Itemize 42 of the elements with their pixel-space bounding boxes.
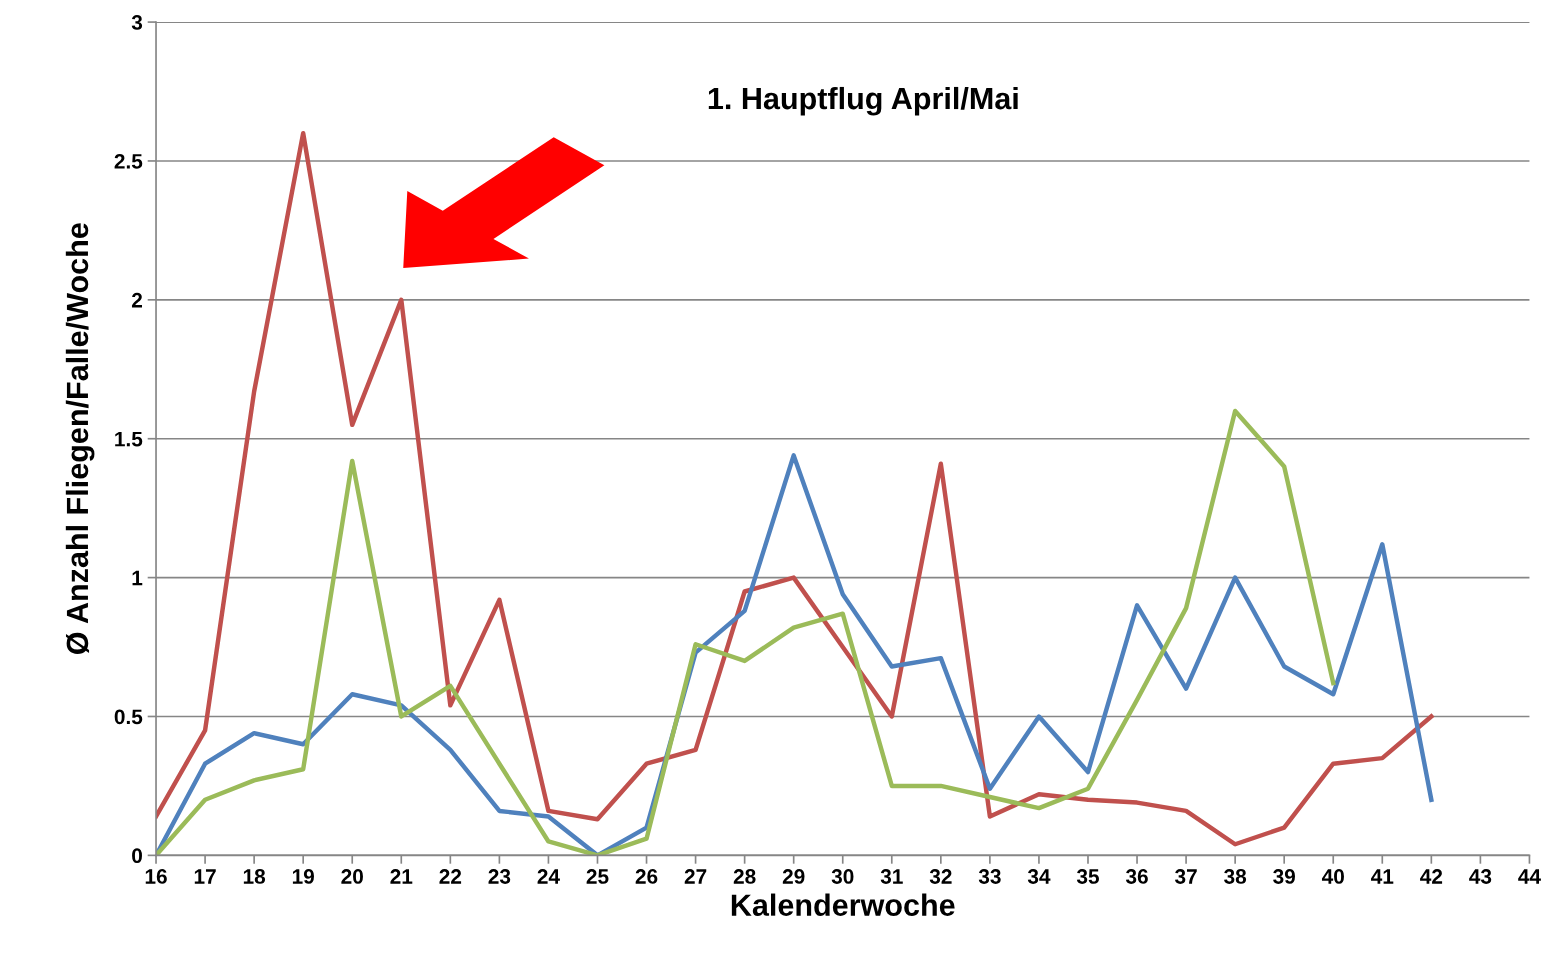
x-tick-label: 18: [243, 869, 266, 884]
x-tick-label: 36: [1125, 869, 1148, 884]
x-tick-label: 37: [1174, 869, 1197, 884]
x-tick-label: 39: [1273, 869, 1295, 884]
x-tick-label: 19: [292, 869, 314, 884]
x-axis-title: Kalenderwoche: [731, 893, 955, 916]
y-tick-label: 3: [131, 15, 143, 30]
y-tick-label: 1.5: [115, 431, 143, 447]
x-tick-label: 33: [978, 869, 1001, 884]
y-tick-label: 0: [132, 848, 142, 864]
line-series: [156, 130, 1434, 847]
x-tick-label: 25: [586, 869, 609, 884]
x-tick-label: 16: [145, 869, 167, 884]
x-tick-label: 44: [1518, 869, 1541, 884]
line-series: [156, 408, 1336, 856]
x-tick-label: 42: [1420, 869, 1443, 884]
y-axis-title: Ø Anzahl Fliegen/Falle/Woche: [65, 223, 95, 654]
annotation: 1. Hauptflug April/Mai: [708, 86, 1018, 116]
x-tick-label: 17: [194, 869, 216, 884]
x-tick-label: 43: [1469, 869, 1492, 884]
x-tick-label: 28: [733, 869, 756, 884]
x-tick-label: 24: [537, 869, 560, 884]
x-tick-label: 23: [488, 869, 511, 884]
line-series: [156, 453, 1434, 856]
x-tick-label: 40: [1321, 869, 1344, 884]
x-tick-label: 32: [929, 869, 952, 884]
x-tick-label: 21: [390, 869, 413, 884]
y-tick-label: 2: [131, 292, 142, 308]
x-tick-label: 30: [831, 869, 854, 884]
x-tick-label: 26: [635, 869, 658, 884]
x-tick-label: 22: [439, 869, 462, 884]
y-tick-label: 0.5: [114, 709, 143, 725]
x-tick-label: 31: [880, 869, 903, 884]
x-tick-label: 35: [1076, 869, 1099, 884]
x-tick-label: 34: [1027, 869, 1051, 884]
x-tick-label: 38: [1224, 869, 1247, 884]
x-tick-label: 20: [341, 869, 363, 884]
x-tick-label: 29: [782, 869, 805, 884]
y-tick-label: 1: [132, 570, 143, 586]
x-tick-label: 27: [684, 869, 707, 884]
y-tick-label: 2.5: [114, 153, 143, 169]
x-tick-label: 41: [1371, 869, 1394, 884]
